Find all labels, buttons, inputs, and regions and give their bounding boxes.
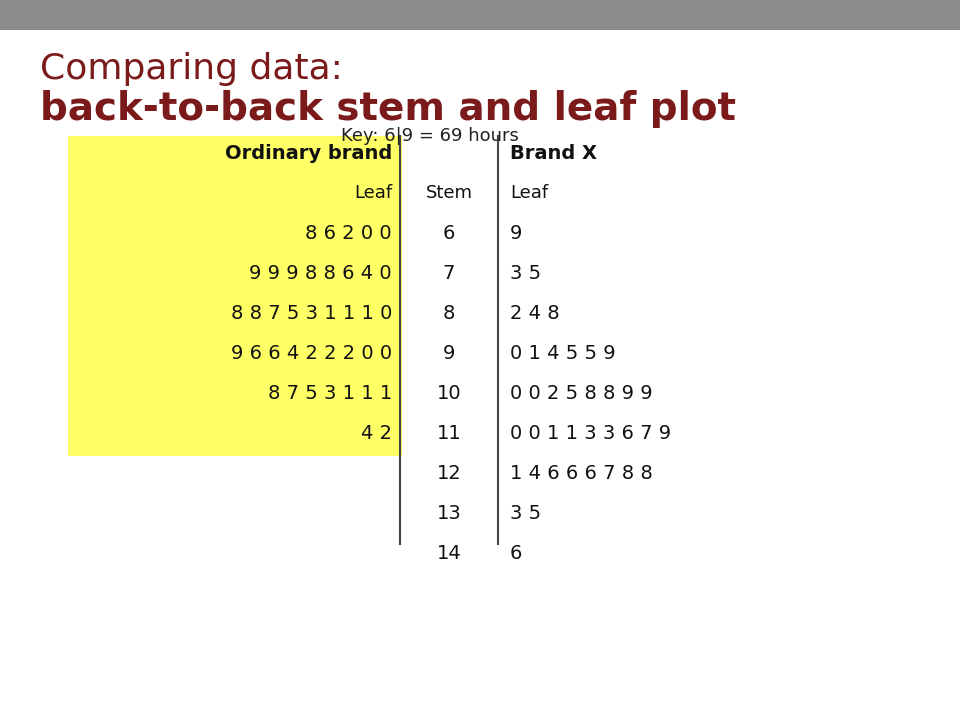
Text: Comparing data:: Comparing data: bbox=[40, 52, 343, 86]
Text: 11: 11 bbox=[437, 424, 462, 443]
Text: 0 0 1 1 3 3 6 7 9: 0 0 1 1 3 3 6 7 9 bbox=[510, 424, 671, 443]
Text: Ordinary brand: Ordinary brand bbox=[225, 144, 392, 163]
Text: Leaf: Leaf bbox=[510, 184, 548, 202]
Text: 9 9 9 8 8 6 4 0: 9 9 9 8 8 6 4 0 bbox=[250, 264, 392, 283]
Text: 4 2: 4 2 bbox=[361, 424, 392, 443]
Text: 9 6 6 4 2 2 2 0 0: 9 6 6 4 2 2 2 0 0 bbox=[230, 344, 392, 363]
Text: 0 1 4 5 5 9: 0 1 4 5 5 9 bbox=[510, 344, 615, 363]
Text: 7: 7 bbox=[443, 264, 455, 283]
Text: 13: 13 bbox=[437, 504, 462, 523]
Text: 9: 9 bbox=[443, 344, 455, 363]
Text: Brand X: Brand X bbox=[510, 144, 597, 163]
Text: 0 0 2 5 8 8 9 9: 0 0 2 5 8 8 9 9 bbox=[510, 384, 653, 403]
Text: Key: 6|9 = 69 hours: Key: 6|9 = 69 hours bbox=[341, 127, 519, 145]
Bar bbox=[68, 136, 402, 456]
Text: 9: 9 bbox=[510, 224, 522, 243]
Text: 3 5: 3 5 bbox=[510, 504, 541, 523]
Text: back-to-back stem and leaf plot: back-to-back stem and leaf plot bbox=[40, 90, 736, 128]
Text: 6: 6 bbox=[443, 224, 455, 243]
Bar bbox=[0, 0, 960, 30]
Text: 6: 6 bbox=[510, 544, 522, 563]
Text: 12: 12 bbox=[437, 464, 462, 483]
Text: 3 5: 3 5 bbox=[510, 264, 541, 283]
Text: 1 4 6 6 6 7 8 8: 1 4 6 6 6 7 8 8 bbox=[510, 464, 653, 483]
Text: Stem: Stem bbox=[425, 184, 472, 202]
Text: 8: 8 bbox=[443, 304, 455, 323]
Text: 14: 14 bbox=[437, 544, 462, 563]
Text: 10: 10 bbox=[437, 384, 462, 403]
Text: 8 7 5 3 1 1 1: 8 7 5 3 1 1 1 bbox=[268, 384, 392, 403]
Text: 2 4 8: 2 4 8 bbox=[510, 304, 560, 323]
Text: 8 8 7 5 3 1 1 1 0: 8 8 7 5 3 1 1 1 0 bbox=[230, 304, 392, 323]
Text: 8 6 2 0 0: 8 6 2 0 0 bbox=[305, 224, 392, 243]
Text: Leaf: Leaf bbox=[354, 184, 392, 202]
